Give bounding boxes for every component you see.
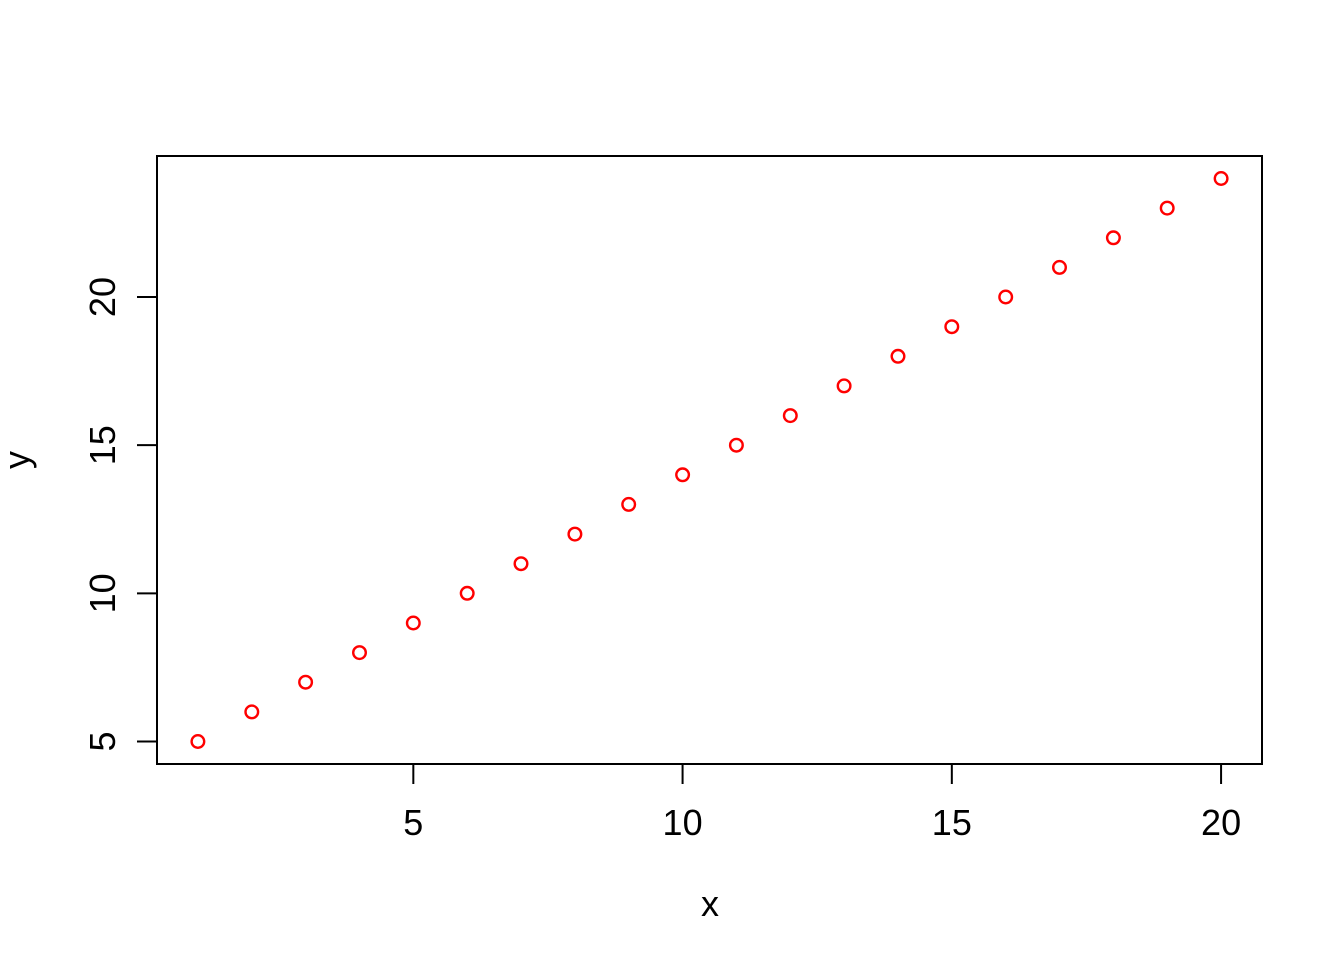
data-point <box>998 289 1014 305</box>
data-point <box>728 437 744 453</box>
x-tick-label: 10 <box>663 802 703 843</box>
data-point <box>621 496 637 512</box>
data-point <box>244 704 260 720</box>
data-point <box>352 645 368 661</box>
x-axis: 5 10 15 20 <box>403 764 1241 843</box>
data-point <box>944 319 960 335</box>
y-tick-label: 20 <box>82 277 123 317</box>
data-point <box>298 674 314 690</box>
x-tick-label: 15 <box>932 802 972 843</box>
data-point <box>1159 200 1175 216</box>
data-points <box>190 170 1229 750</box>
x-tick-label: 20 <box>1201 802 1241 843</box>
x-axis-title: x <box>701 883 719 924</box>
y-axis-title: y <box>0 451 37 469</box>
data-point <box>675 467 691 483</box>
data-point <box>890 348 906 364</box>
data-point <box>1213 170 1229 186</box>
data-point <box>190 734 206 750</box>
data-point <box>836 378 852 394</box>
data-point <box>513 556 529 572</box>
data-point <box>567 526 583 542</box>
plot-border <box>156 155 1263 765</box>
data-point <box>405 615 421 631</box>
data-point <box>459 585 475 601</box>
y-axis: 5 10 15 20 <box>82 277 157 751</box>
x-tick-label: 5 <box>403 802 423 843</box>
data-point <box>782 408 798 424</box>
y-tick-label: 15 <box>82 425 123 465</box>
y-tick-label: 5 <box>82 731 123 751</box>
data-point <box>1051 259 1067 275</box>
y-tick-label: 10 <box>82 573 123 613</box>
data-point <box>1105 230 1121 246</box>
